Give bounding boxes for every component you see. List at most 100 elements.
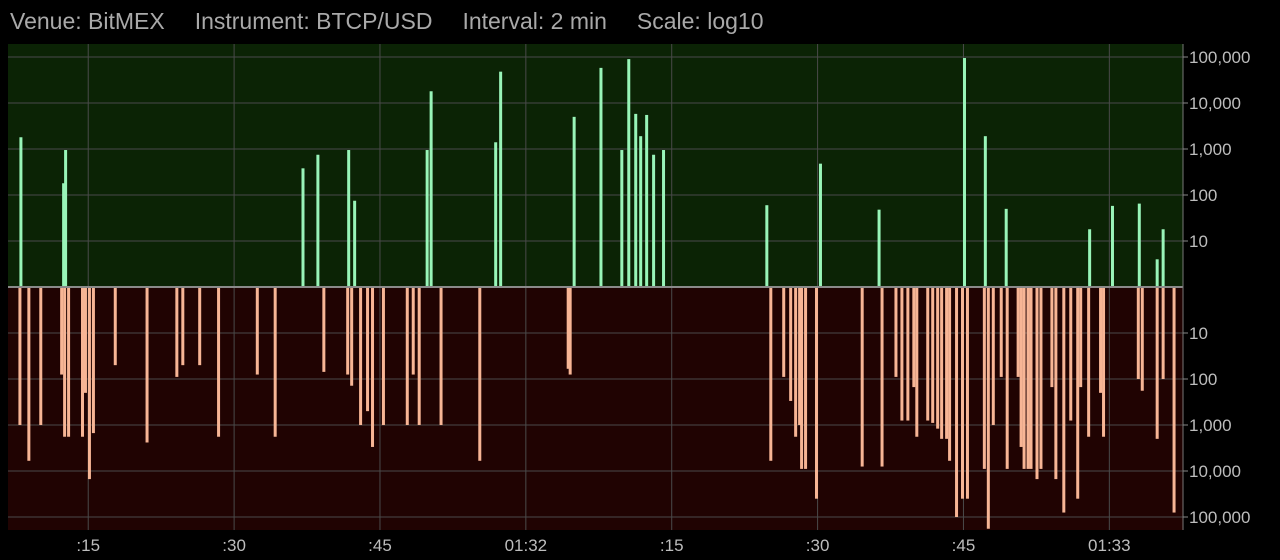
buy-volume-bar (425, 150, 429, 287)
buy-volume-bar (765, 205, 769, 287)
sell-volume-bar (27, 287, 31, 461)
sell-volume-bar (894, 287, 898, 377)
buy-volume-bar (877, 209, 881, 287)
buy-volume-bar (353, 200, 357, 287)
y-tick-label: 100,000 (1189, 48, 1250, 67)
sell-volume-bar (814, 287, 818, 499)
buy-volume-bar (62, 183, 66, 287)
sell-volume-bar (175, 287, 179, 377)
y-tick-label: 1,000 (1189, 416, 1232, 435)
sell-volume-bar (1022, 287, 1026, 469)
sell-volume-bar (1039, 287, 1043, 469)
sell-volume-bar (346, 287, 350, 375)
sell-volume-bar (1005, 287, 1009, 469)
x-tick-label: :45 (368, 536, 392, 555)
sell-volume-bar (87, 287, 91, 480)
buy-panel-background (8, 44, 1183, 287)
sell-volume-bar (931, 287, 935, 423)
venue-label: Venue: BitMEX (10, 7, 165, 34)
sell-volume-bar (1079, 287, 1083, 388)
sell-volume-bar (255, 287, 259, 375)
sell-volume-bar (945, 287, 949, 439)
sell-volume-bar (566, 287, 570, 369)
sell-volume-bar (198, 287, 202, 366)
sell-volume-bar (568, 287, 572, 375)
sell-volume-bar (350, 287, 354, 386)
buy-volume-bar (347, 150, 351, 287)
sell-volume-bar (999, 287, 1003, 377)
sell-volume-bar (798, 287, 802, 425)
sell-volume-bar (83, 287, 87, 393)
sell-volume-bar (1026, 287, 1030, 469)
sell-volume-bar (961, 287, 965, 499)
sell-volume-bar (936, 287, 940, 429)
sell-volume-bar (63, 287, 67, 437)
y-tick-label: 10,000 (1189, 462, 1241, 481)
sell-volume-bar (91, 287, 95, 434)
sell-volume-bar (1035, 287, 1039, 480)
buy-volume-bar (64, 150, 68, 287)
sell-volume-bar (411, 287, 415, 375)
sell-volume-bar (39, 287, 43, 425)
buy-volume-bar (1137, 203, 1141, 287)
x-tick-label: :15 (660, 536, 684, 555)
sell-volume-bar (915, 287, 919, 437)
sell-volume-bar (912, 287, 916, 388)
buy-volume-bar (627, 59, 631, 287)
sell-volume-bar (18, 287, 22, 425)
sell-volume-bar (366, 287, 370, 412)
chart-header: Venue: BitMEX Instrument: BTCP/USD Inter… (10, 0, 763, 42)
y-tick-label: 100,000 (1189, 508, 1250, 527)
y-tick-label: 10 (1189, 324, 1208, 343)
x-tick-label: :15 (76, 536, 100, 555)
sell-volume-bar (1050, 287, 1054, 388)
buy-volume-bar (19, 137, 23, 287)
sell-volume-bar (113, 287, 117, 366)
y-tick-label: 100 (1189, 370, 1217, 389)
sell-volume-bar (1102, 287, 1106, 437)
sell-volume-bar (381, 287, 385, 425)
buy-volume-bar (1088, 229, 1092, 287)
sell-volume-bar (948, 287, 952, 461)
y-tick-label: 10 (1189, 232, 1208, 251)
sell-volume-bar (67, 287, 71, 437)
sell-volume-bar (982, 287, 986, 469)
sell-volume-bar (1140, 287, 1144, 391)
sell-volume-bar (1019, 287, 1023, 447)
sell-volume-bar (417, 287, 421, 425)
y-tick-label: 1,000 (1189, 140, 1232, 159)
sell-volume-bar (1076, 287, 1080, 499)
sell-volume-bar (1099, 287, 1103, 393)
buy-volume-bar (818, 163, 822, 287)
sell-volume-bar (1087, 287, 1091, 437)
instrument-label: Instrument: BTCP/USD (194, 7, 433, 34)
sell-volume-bar (860, 287, 864, 467)
buy-volume-bar (1004, 208, 1008, 287)
sell-volume-bar (1172, 287, 1176, 513)
sell-volume-bar (1136, 287, 1140, 379)
sell-volume-bar (880, 287, 884, 467)
buy-volume-bar (1110, 205, 1114, 287)
buy-volume-bar (599, 67, 603, 287)
sell-volume-bar (1161, 287, 1165, 379)
x-tick-label: 01:33 (1088, 536, 1131, 555)
sell-volume-bar (273, 287, 277, 437)
buy-volume-bar (494, 142, 498, 287)
sell-volume-bar (1062, 287, 1066, 513)
sell-volume-bar (1016, 287, 1020, 377)
buy-volume-bar (639, 136, 643, 287)
sell-volume-bar (60, 287, 64, 375)
sell-volume-bar (1155, 287, 1159, 439)
buy-volume-bar (429, 91, 433, 287)
sell-volume-bar (900, 287, 904, 421)
sell-volume-bar (439, 287, 443, 425)
x-tick-label: :30 (222, 536, 246, 555)
buy-volume-bar (572, 116, 576, 287)
buy-volume-bar (1155, 259, 1159, 287)
buy-volume-bar (499, 71, 503, 287)
x-tick-label: :30 (806, 536, 830, 555)
sell-volume-bar (800, 287, 804, 469)
sell-volume-bar (906, 287, 910, 421)
sell-volume-bar (359, 287, 363, 425)
